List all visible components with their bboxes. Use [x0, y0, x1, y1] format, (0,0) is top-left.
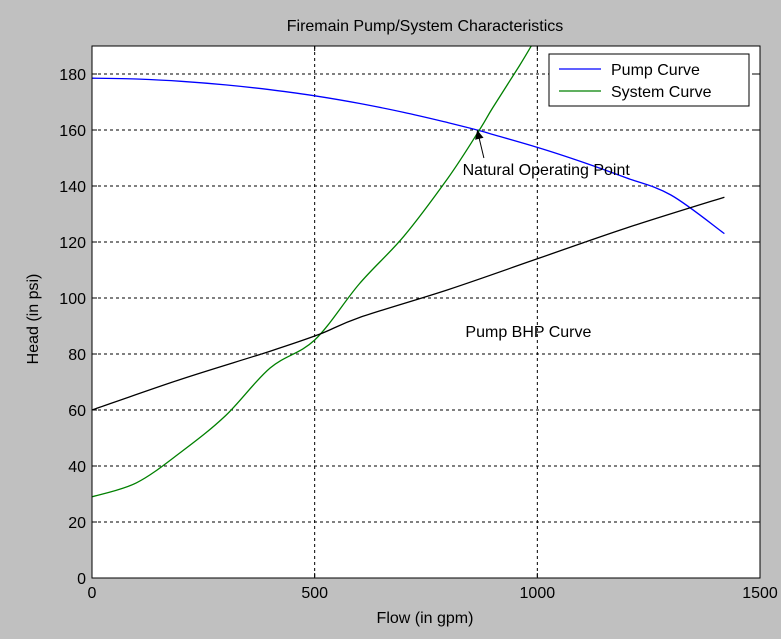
plot-area	[91, 45, 761, 579]
y-tick-label: 20	[68, 515, 86, 532]
series-line-pump-bhp-curve	[92, 196, 725, 411]
y-tick-label: 60	[68, 403, 86, 420]
x-tick-label: 1500	[742, 585, 778, 602]
x-tick-label: 500	[301, 585, 328, 602]
y-tick-label: 120	[59, 235, 86, 252]
legend-label-pump-curve: Pump Curve	[611, 62, 700, 79]
tick-layer: 0 500 1000 1500 0 20 40 60 80 100 120 140 160 180	[59, 46, 778, 602]
grid-layer	[92, 46, 760, 578]
y-tick-label: 140	[59, 179, 86, 196]
annotation-text: Natural Operating Point	[463, 162, 631, 179]
y-tick-label: 160	[59, 123, 86, 140]
chart-title: Firemain Pump/System Characteristics	[287, 18, 564, 35]
y-tick-label: 0	[77, 571, 86, 588]
legend-label-system-curve: System Curve	[611, 84, 712, 101]
series-layer	[92, 46, 725, 498]
y-tick-label: 100	[59, 291, 86, 308]
x-axis-label: Flow (in gpm)	[377, 610, 474, 627]
x-tick-label: 0	[88, 585, 97, 602]
y-tick-label: 40	[68, 459, 86, 476]
y-tick-label: 180	[59, 67, 86, 84]
legend: Pump Curve System Curve	[548, 53, 750, 107]
annotation-layer: Natural Operating Point Pump BHP Curve	[463, 129, 631, 341]
x-tick-label: 1000	[520, 585, 556, 602]
series-line-system-curve	[92, 46, 533, 498]
y-axis-label: Head (in psi)	[25, 274, 42, 365]
plot-frame	[91, 45, 761, 579]
annotation-text: Pump BHP Curve	[465, 324, 591, 341]
series-line-pump-curve	[92, 77, 725, 235]
y-tick-label: 80	[68, 347, 86, 364]
annotation-arrowhead	[475, 130, 484, 140]
legend-box	[548, 53, 750, 107]
